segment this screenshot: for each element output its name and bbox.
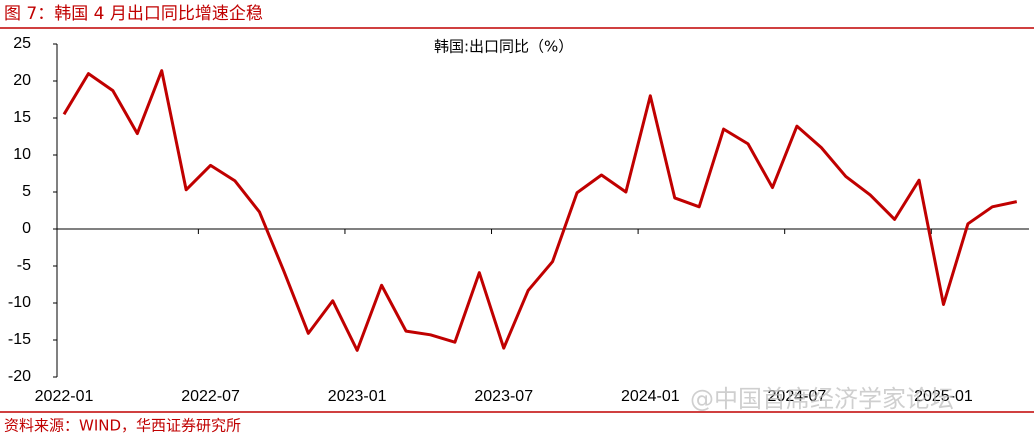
y-tick-label: 20 (13, 72, 31, 89)
y-tick-label: -5 (17, 257, 31, 274)
y-tick-label: 15 (13, 109, 31, 126)
series-line (62, 69, 1018, 352)
x-tick-label: 2023-07 (474, 388, 533, 405)
y-tick-label: 10 (13, 146, 31, 163)
y-tick-label: 5 (22, 183, 31, 200)
watermark: @中国首席经济学家论坛 (690, 385, 954, 413)
x-tick-label: 2023-01 (328, 388, 387, 405)
y-tick-label: 25 (13, 35, 31, 52)
y-tick-label: 0 (22, 220, 31, 237)
x-tick-label: 2024-07 (768, 388, 827, 405)
x-tick-label: 2024-01 (621, 388, 680, 405)
source-note: 资料来源：WIND，华西证券研究所 (4, 417, 241, 435)
y-tick-label: -20 (8, 368, 31, 385)
legend-label: 韩国:出口同比（%） (434, 38, 573, 56)
figure-title: 图 7：韩国 4 月出口同比增速企稳 (4, 4, 263, 24)
y-tick-label: -10 (8, 294, 31, 311)
x-tick-label: 2025-01 (914, 388, 973, 405)
x-tick-label: 2022-07 (181, 388, 240, 405)
y-tick-label: -15 (8, 331, 31, 348)
x-tick-label: 2022-01 (35, 388, 94, 405)
